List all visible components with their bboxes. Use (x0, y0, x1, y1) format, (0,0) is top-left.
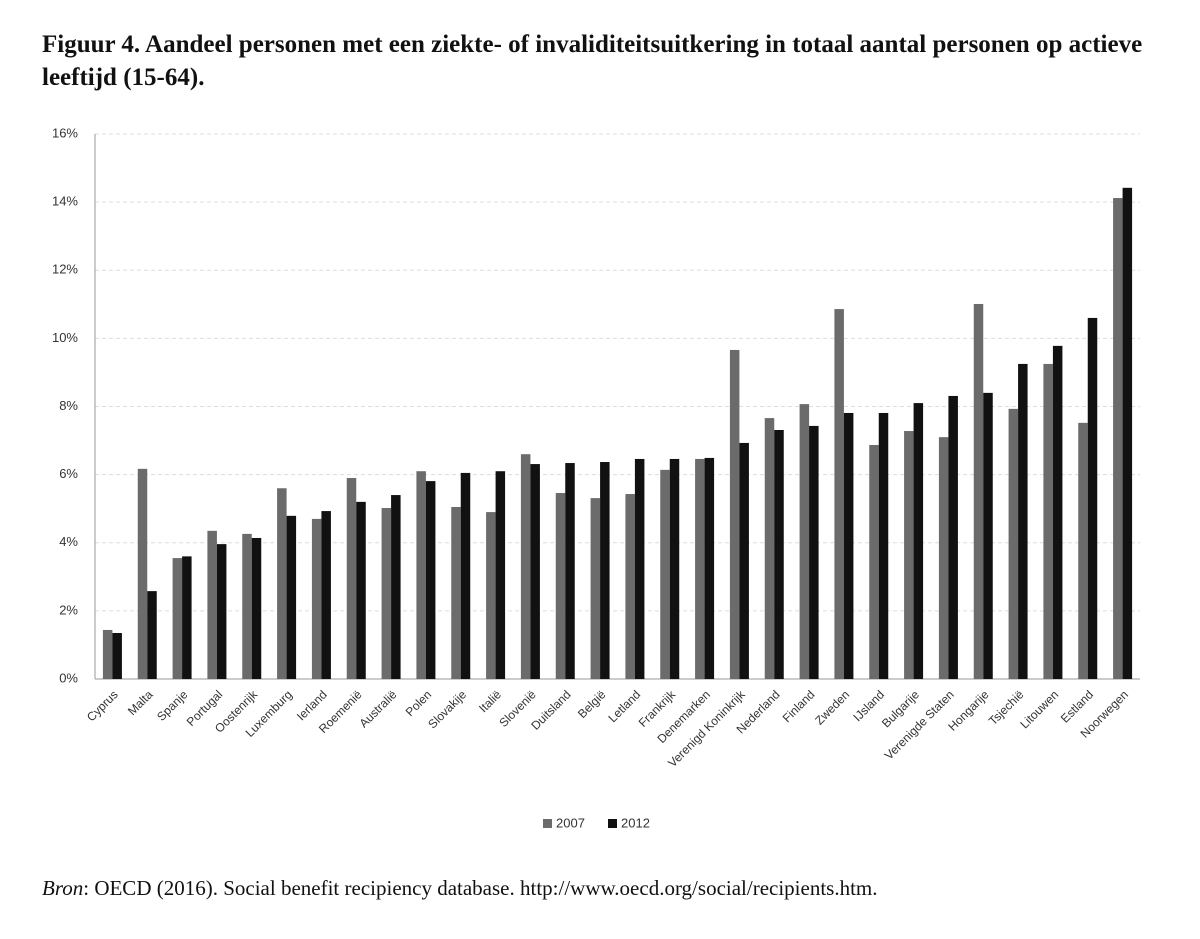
bar (1122, 187, 1133, 679)
x-tick-label: Slovakije (425, 687, 469, 731)
y-tick-label: 12% (52, 262, 78, 277)
y-tick-label: 14% (52, 194, 78, 209)
bar (913, 403, 924, 679)
bar (555, 493, 566, 679)
y-tick-label: 4% (59, 534, 78, 549)
bar (1052, 345, 1063, 679)
bar (834, 309, 844, 679)
bar (1018, 363, 1028, 679)
y-tick-label: 16% (52, 125, 78, 140)
bar (1078, 422, 1088, 679)
bar (451, 506, 461, 679)
x-tick-label: Zweden (812, 687, 852, 727)
bar (356, 501, 366, 679)
source: Bron: OECD (2016). Social benefit recipi… (42, 876, 878, 901)
bar (948, 395, 958, 679)
bar (137, 468, 148, 679)
x-tick-label: België (575, 687, 609, 721)
bar (590, 498, 601, 679)
bar (321, 511, 331, 679)
bar (764, 418, 775, 679)
bar (878, 412, 889, 679)
bar (216, 544, 227, 679)
bar (286, 515, 297, 679)
bar (207, 530, 217, 679)
bar (346, 478, 357, 679)
x-tick-label: Litouwen (1017, 687, 1061, 731)
bar (311, 518, 322, 679)
bar (565, 463, 575, 679)
bar (739, 442, 749, 679)
bar (843, 412, 854, 679)
source-label: Bron (42, 876, 84, 900)
bar (460, 472, 471, 679)
y-tick-label: 2% (59, 602, 78, 617)
y-tick-label: 0% (59, 670, 78, 685)
legend-swatch (543, 819, 552, 828)
bar (634, 458, 645, 679)
bar (182, 556, 192, 679)
y-tick-label: 6% (59, 466, 78, 481)
bar (799, 404, 810, 679)
bar (869, 444, 879, 679)
bar (495, 471, 506, 679)
bar (242, 533, 252, 679)
bar (1008, 408, 1019, 679)
bar (530, 464, 540, 679)
bar (695, 458, 705, 679)
bar (391, 495, 401, 679)
x-tick-label: Italië (476, 687, 504, 715)
y-tick-label: 8% (59, 398, 78, 413)
x-tick-label: Cyprus (84, 687, 121, 724)
chart-title: Figuur 4. Aandeel personen met een ziekt… (42, 31, 1143, 91)
bar (704, 457, 715, 679)
bar (983, 392, 993, 679)
bar (486, 512, 496, 679)
bar (1043, 363, 1053, 679)
bar (809, 425, 819, 679)
bar (774, 430, 784, 679)
x-tick-label: Finland (780, 687, 818, 725)
bar (600, 462, 610, 679)
source-text: : OECD (2016). Social benefit recipiency… (83, 876, 878, 900)
bar (102, 629, 113, 679)
bar (938, 437, 949, 679)
legend-label: 2007 (556, 815, 585, 830)
bar (425, 481, 436, 679)
bar (669, 458, 680, 679)
x-tick-label: Malta (125, 687, 156, 718)
bar (729, 349, 740, 679)
bar (660, 469, 670, 679)
bar (147, 591, 157, 679)
bar (112, 633, 122, 679)
bar (277, 488, 287, 679)
x-tick-label: Australië (357, 687, 400, 730)
bar (904, 431, 914, 679)
chart: 0%2%4%6%8%10%12%14%16%Cyprus MaltaSpanjeP… (52, 125, 1140, 830)
bar (625, 494, 635, 679)
bar (416, 471, 426, 679)
bar (381, 508, 392, 679)
y-tick-label: 10% (52, 330, 78, 345)
x-tick-label: Polen (403, 687, 435, 719)
legend-label: 2012 (621, 815, 650, 830)
bar (1113, 198, 1123, 679)
bar (172, 558, 183, 679)
bar (1087, 317, 1098, 679)
bar (520, 454, 531, 679)
bar (251, 537, 262, 679)
bar (973, 303, 984, 679)
legend-swatch (608, 819, 617, 828)
